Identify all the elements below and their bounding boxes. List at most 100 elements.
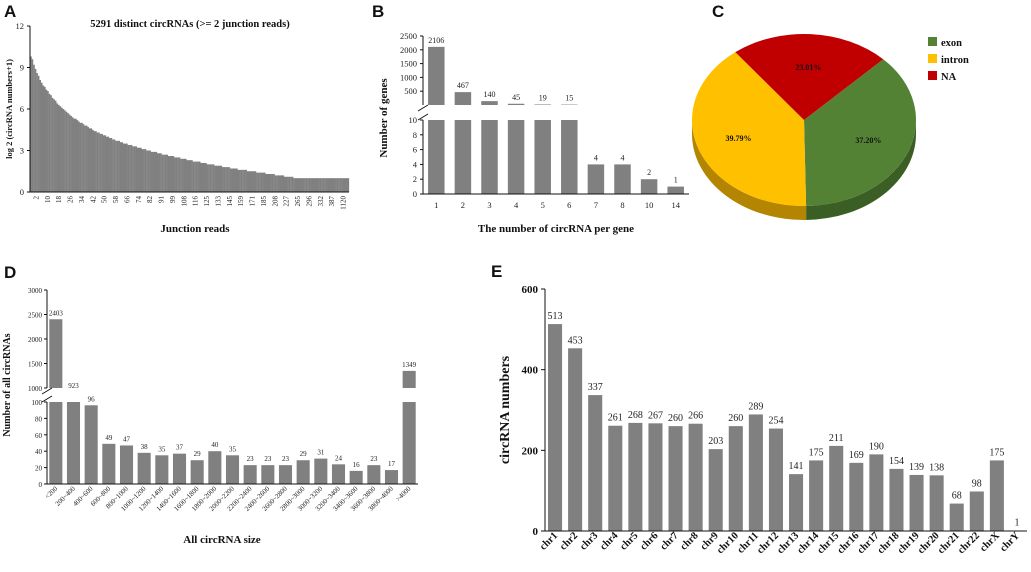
bar — [534, 120, 551, 194]
data-label: 175 — [989, 447, 1004, 458]
bar — [304, 178, 306, 192]
bar — [246, 171, 249, 192]
bar — [90, 128, 93, 192]
panel-c: C 37.20% 39.79% 23.01% exon intron NA — [692, 2, 969, 221]
x-tick-label: 296 — [305, 196, 313, 207]
bar — [277, 175, 280, 192]
bar — [333, 178, 336, 192]
x-tick-label: chr21 — [936, 530, 962, 556]
bar — [33, 64, 35, 192]
data-label: 260 — [728, 413, 743, 424]
bar — [67, 113, 69, 192]
bar — [127, 144, 130, 192]
bar — [290, 176, 292, 192]
bar — [481, 120, 498, 194]
x-tick-label: 34 — [78, 196, 86, 204]
bar — [138, 147, 141, 192]
bar — [327, 178, 330, 192]
axis-break-mark — [41, 387, 53, 395]
bar — [243, 169, 246, 192]
bar — [136, 147, 139, 192]
legend-label-NA: NA — [941, 72, 957, 83]
data-label: 98 — [972, 478, 982, 489]
x-tick-label: 2 — [33, 196, 41, 200]
y-tick-label: 400 — [522, 365, 539, 377]
bar — [331, 178, 334, 192]
data-label: 289 — [748, 401, 763, 412]
data-label: 139 — [909, 462, 924, 473]
bar — [402, 370, 416, 388]
bar — [137, 452, 151, 484]
legend-swatch-NA — [928, 71, 937, 80]
bar — [149, 150, 151, 192]
y-tick-label: 1500 — [400, 59, 417, 69]
y-tick-label: 2000 — [400, 45, 417, 55]
data-label: 141 — [789, 461, 804, 472]
bar — [266, 174, 269, 192]
data-label: 23 — [282, 455, 290, 463]
bar — [534, 104, 551, 105]
bar — [229, 168, 232, 192]
data-label: 45 — [512, 93, 520, 102]
bar — [989, 460, 1004, 531]
bar — [51, 97, 54, 192]
bar — [294, 178, 297, 192]
bar — [153, 151, 156, 192]
data-label: 4 — [621, 153, 625, 162]
bar — [208, 164, 210, 192]
bar — [164, 154, 167, 192]
bar — [177, 157, 179, 192]
bar — [186, 160, 189, 192]
bar — [614, 164, 631, 194]
y-tick-label: 12 — [16, 21, 25, 31]
bar — [133, 146, 136, 192]
bar — [231, 168, 234, 192]
x-tick-label: chr18 — [876, 530, 902, 556]
bar — [45, 89, 48, 192]
x-tick-label: chr4 — [598, 530, 621, 553]
bar — [849, 462, 864, 531]
x-tick-label: 6 — [567, 200, 571, 210]
y-axis-label: Number of genes — [378, 78, 390, 158]
bar — [688, 423, 703, 531]
data-label: 261 — [608, 413, 623, 424]
bar — [53, 99, 55, 192]
bar — [30, 56, 32, 192]
pie-slice-intron — [692, 52, 807, 206]
y-tick-label: 2500 — [28, 312, 43, 320]
bar — [211, 164, 213, 192]
bar — [809, 460, 824, 531]
x-tick-label: 1120 — [340, 196, 348, 210]
data-label: 47 — [123, 435, 131, 443]
data-label: 2106 — [428, 36, 444, 45]
bar — [869, 454, 884, 531]
bar — [161, 154, 164, 192]
x-tick-label: chr8 — [679, 530, 701, 552]
bar — [113, 139, 116, 192]
bar — [64, 110, 66, 192]
bar — [119, 142, 122, 192]
bar — [349, 470, 363, 484]
bar — [118, 140, 120, 192]
x-tick-label: 10 — [44, 196, 52, 204]
data-label: 337 — [588, 382, 603, 393]
bar — [143, 149, 145, 192]
bar — [170, 156, 173, 192]
y-tick-label: 9 — [20, 63, 24, 73]
bar — [194, 161, 196, 192]
bar — [507, 120, 525, 194]
bar — [262, 172, 264, 192]
bar — [79, 122, 82, 192]
x-tick-label: chr6 — [638, 530, 660, 552]
bar — [204, 162, 207, 192]
x-tick-label: 227 — [283, 196, 291, 207]
bar — [321, 178, 323, 192]
bar — [66, 402, 81, 484]
bar — [174, 157, 176, 192]
y-axis-label: log 2 (circRNA numbers+1) — [4, 59, 14, 159]
bar — [428, 46, 445, 105]
x-tick-label: chr22 — [956, 530, 982, 556]
pie-label: 39.79% — [726, 134, 752, 143]
bar — [218, 165, 221, 192]
bar — [98, 132, 100, 192]
